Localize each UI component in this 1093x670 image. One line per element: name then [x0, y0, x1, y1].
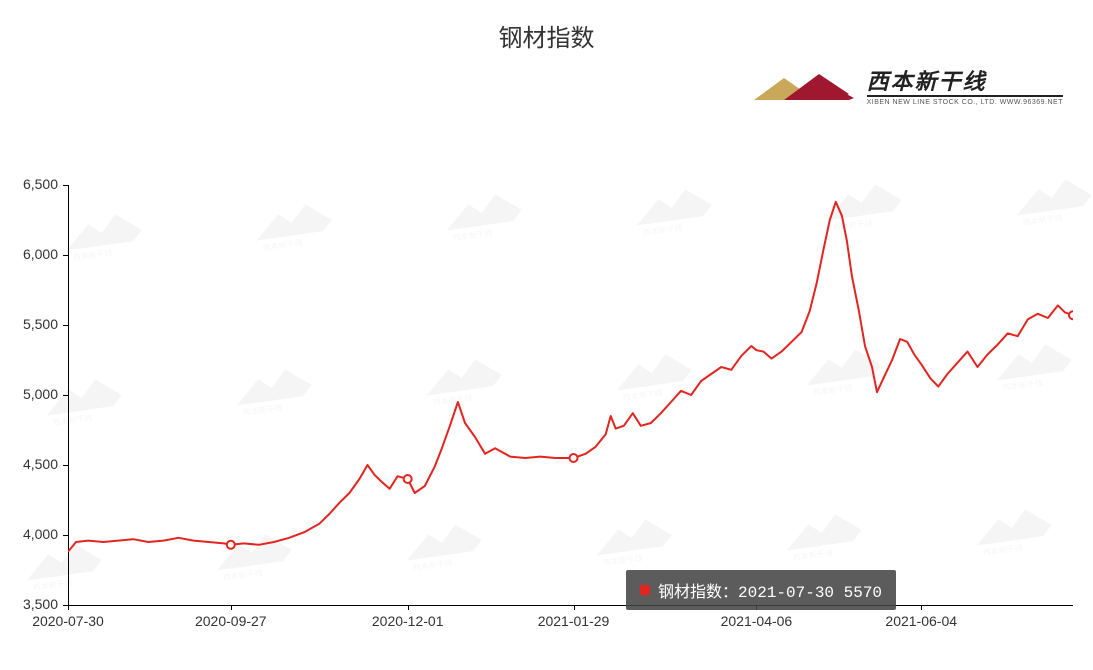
chart-title: 钢材指数 [499, 18, 595, 53]
logo-block: 西本新干线 XIBEN NEW LINE STOCK CO., LTD. WWW… [749, 70, 1063, 106]
tooltip: 钢材指数：2021-07-30 5570 [626, 570, 896, 610]
y-tick-label: 6,000 [0, 246, 58, 262]
data-marker [1069, 311, 1073, 319]
series-line [68, 202, 1073, 552]
data-marker [404, 475, 412, 483]
line-plot [68, 185, 1073, 605]
x-tick-label: 2020-09-27 [195, 613, 267, 629]
tooltip-swatch [640, 585, 650, 595]
tooltip-text: 钢材指数：2021-07-30 5570 [658, 578, 882, 602]
y-tick-label: 6,500 [0, 176, 58, 192]
data-marker [227, 541, 235, 549]
x-tick-label: 2021-01-29 [538, 613, 610, 629]
x-tick-label: 2021-06-04 [885, 613, 957, 629]
y-tick-label: 5,000 [0, 386, 58, 402]
y-tick-label: 5,500 [0, 316, 58, 332]
y-tick-label: 3,500 [0, 596, 58, 612]
x-tick-label: 2021-04-06 [721, 613, 793, 629]
data-marker [570, 454, 578, 462]
x-tick-label: 2020-12-01 [372, 613, 444, 629]
logo-text-en: XIBEN NEW LINE STOCK CO., LTD. WWW.96369… [867, 99, 1063, 106]
y-tick-label: 4,000 [0, 526, 58, 542]
logo-mountain-icon [749, 70, 859, 106]
logo-text-cn: 西本新干线 [867, 70, 1063, 96]
x-axis [68, 605, 1073, 606]
x-tick-label: 2020-07-30 [32, 613, 104, 629]
chart-area: 3,5004,0004,5005,0005,5006,0006,500 2020… [0, 185, 1093, 655]
y-tick-label: 4,500 [0, 456, 58, 472]
